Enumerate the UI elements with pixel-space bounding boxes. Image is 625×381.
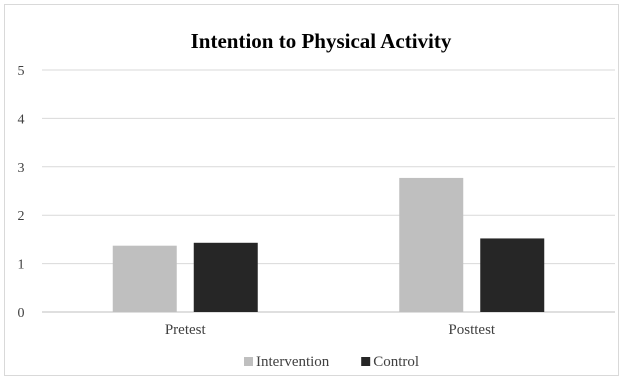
- legend-swatch: [244, 357, 253, 366]
- legend-label: Control: [373, 354, 419, 370]
- legend-swatch: [361, 357, 371, 366]
- bar-intervention-pretest: [112, 245, 177, 312]
- legend-label: Intervention: [256, 354, 330, 370]
- x-category-label: Pretest: [165, 322, 207, 338]
- bar-intervention-posttest: [399, 177, 464, 312]
- bars: [112, 177, 545, 312]
- legend-item: Intervention: [244, 354, 330, 370]
- y-tick-label: 2: [18, 209, 25, 224]
- chart-title: Intention to Physical Activity: [191, 29, 452, 53]
- chart-frame: [4, 4, 619, 376]
- bar-control-posttest: [480, 238, 545, 312]
- y-tick-label: 1: [18, 258, 25, 273]
- y-tick-label: 4: [18, 112, 25, 127]
- y-axis-ticks: 0 1 2 3 4 5: [18, 64, 25, 321]
- y-tick-label: 3: [18, 161, 25, 176]
- legend-item: Control: [361, 354, 419, 370]
- y-tick-label: 0: [18, 306, 25, 321]
- legend: Intervention Control: [244, 354, 419, 370]
- x-axis-categories: Pretest Posttest: [165, 322, 496, 338]
- y-tick-label: 5: [18, 64, 25, 79]
- bar-control-pretest: [193, 242, 258, 312]
- x-category-label: Posttest: [448, 322, 496, 338]
